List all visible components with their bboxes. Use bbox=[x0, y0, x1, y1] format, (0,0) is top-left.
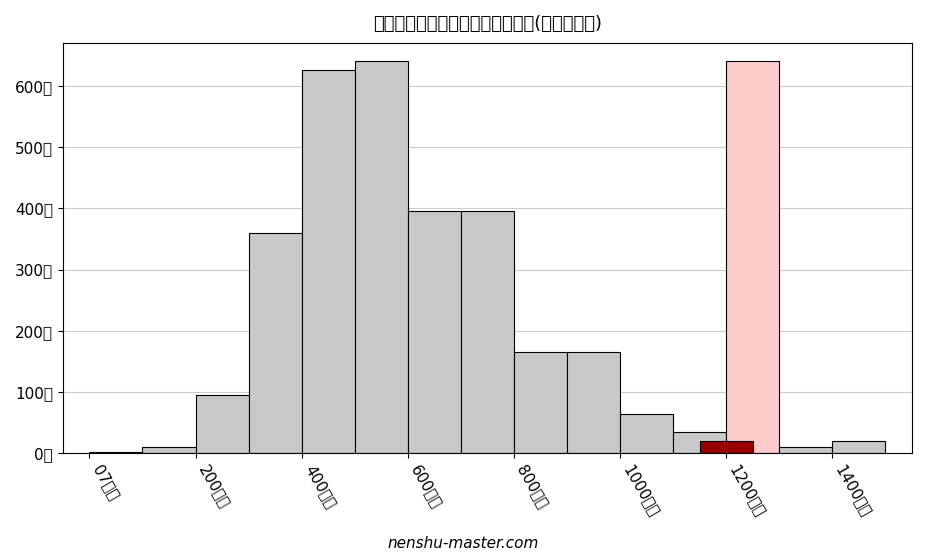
Bar bbox=[620, 413, 673, 453]
Bar bbox=[355, 61, 408, 453]
Bar bbox=[408, 211, 461, 453]
Text: nenshu-master.com: nenshu-master.com bbox=[387, 536, 540, 551]
Bar bbox=[780, 447, 832, 453]
Bar bbox=[461, 211, 514, 453]
Bar bbox=[248, 233, 301, 453]
Bar bbox=[514, 352, 567, 453]
Bar bbox=[832, 441, 885, 453]
Bar bbox=[143, 447, 196, 453]
Bar bbox=[196, 395, 248, 453]
Bar bbox=[726, 61, 780, 453]
Bar bbox=[301, 70, 355, 453]
Bar bbox=[567, 352, 620, 453]
Bar bbox=[700, 441, 753, 453]
Bar bbox=[89, 452, 143, 453]
Title: 野村総合研究所の年収ポジション(関東地方内): 野村総合研究所の年収ポジション(関東地方内) bbox=[373, 15, 602, 33]
Bar bbox=[673, 432, 726, 453]
